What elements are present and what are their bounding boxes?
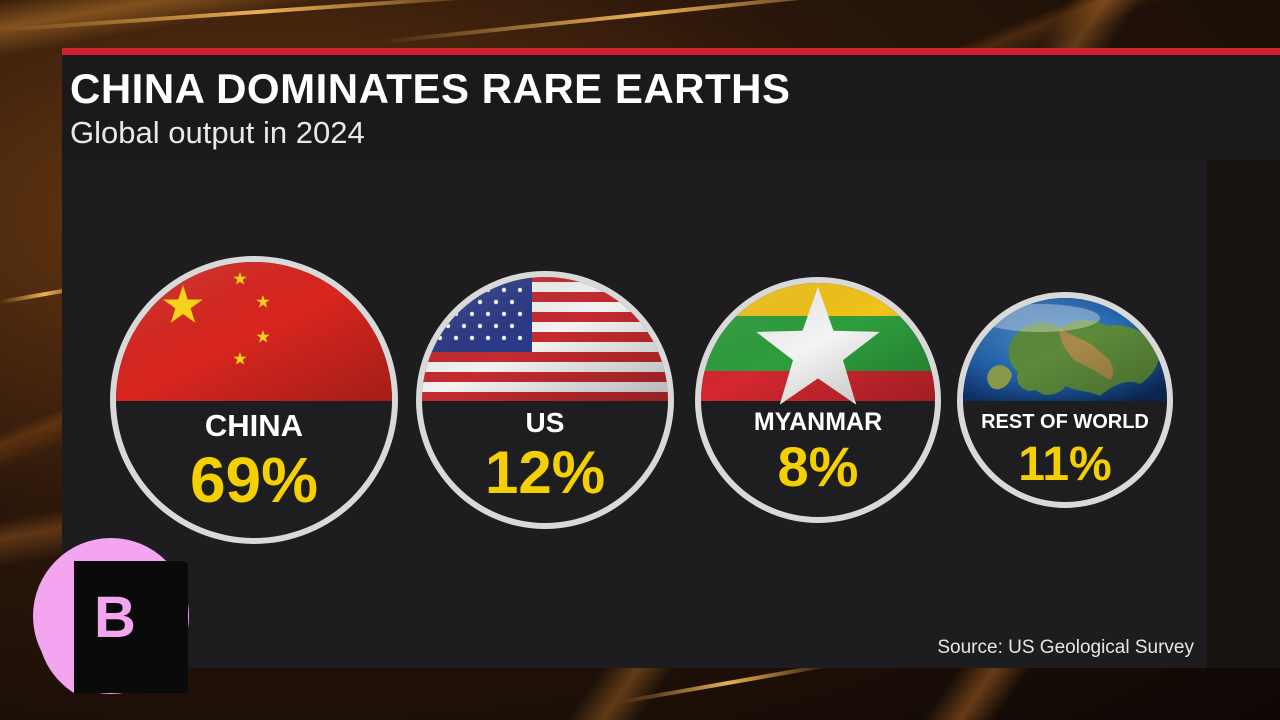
bloomberg-b-logo-icon: B: [33, 538, 189, 694]
category-label-rest-of-world: REST OF WORLD: [981, 411, 1149, 433]
logo-letter: B: [94, 585, 136, 650]
china-flag-icon: [116, 262, 392, 401]
bubble-rest-of-world: [957, 292, 1173, 508]
value-label-rest-of-world: 11%: [1018, 438, 1111, 491]
value-label-myanmar: 8%: [778, 435, 859, 498]
source-note: Source: US Geological Survey: [937, 637, 1194, 658]
us-flag-icon: [422, 277, 668, 401]
accent-bar: [62, 48, 1280, 55]
value-label-us: 12%: [485, 439, 605, 506]
chart-title: CHINA DOMINATES RARE EARTHS: [70, 65, 791, 112]
myanmar-flag-icon: [701, 283, 935, 405]
panel-edge: [1207, 160, 1280, 668]
category-label-us: US: [526, 407, 565, 438]
globe-icon: [963, 298, 1167, 401]
value-label-china: 69%: [190, 444, 318, 516]
header-bar: CHINA DOMINATES RARE EARTHS Global outpu…: [62, 55, 1280, 158]
bubble-china: [110, 256, 398, 544]
category-label-china: CHINA: [205, 408, 303, 443]
chart-subtitle: Global output in 2024: [70, 115, 365, 150]
category-label-myanmar: MYANMAR: [754, 408, 882, 436]
